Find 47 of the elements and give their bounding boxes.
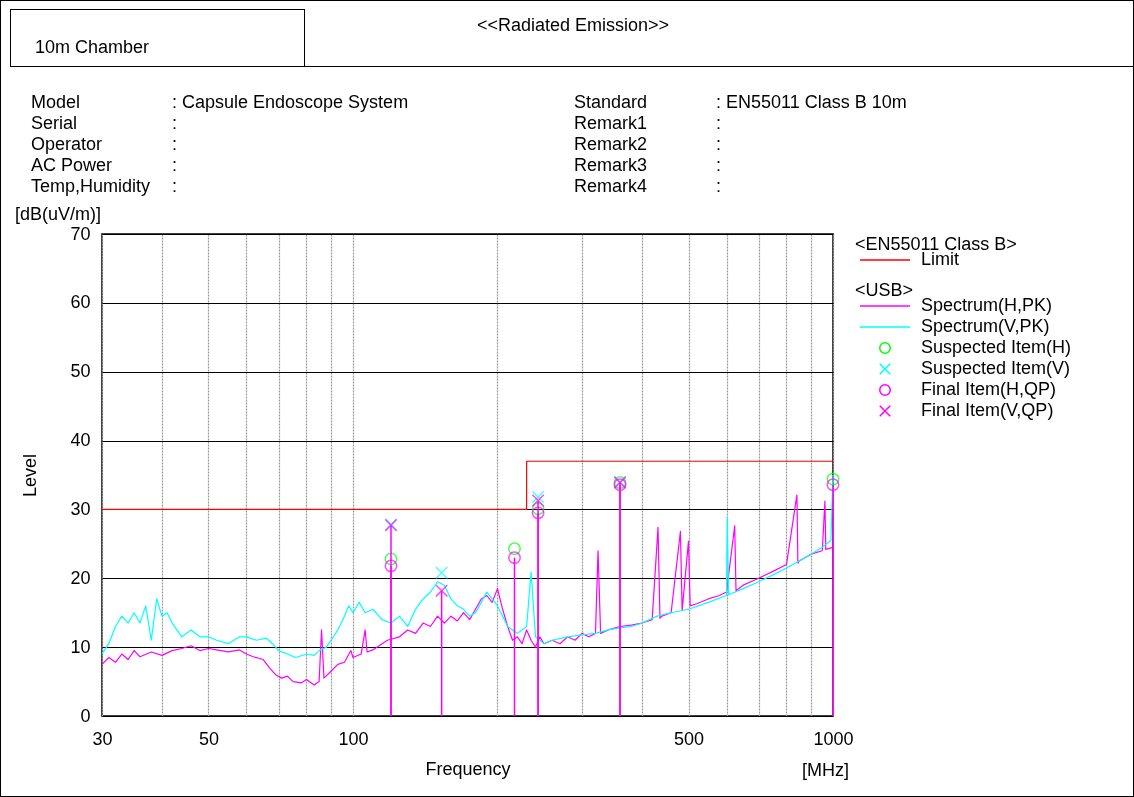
y-tick-label: 0 (80, 705, 91, 726)
text: Operator (31, 134, 103, 154)
y-tick-label: 50 (70, 361, 91, 382)
y-tick-label: 10 (70, 636, 91, 657)
text: : (716, 176, 722, 196)
text: Remark3 (574, 155, 648, 175)
y-axis-title: Level (20, 453, 41, 498)
legend-label: Spectrum(V,PK) (921, 316, 1050, 336)
x-tick-label: 500 (673, 728, 705, 749)
text: Temp,Humidity (31, 176, 151, 196)
text: <USB> (855, 280, 914, 300)
y-tick-label: 20 (70, 567, 91, 588)
text: Remark4 (574, 176, 648, 196)
text: : (172, 113, 178, 133)
legend-label: Final Item(H,QP) (921, 379, 1057, 399)
x-tick-label: 30 (92, 728, 113, 749)
x-tick-label: 100 (338, 728, 369, 749)
legend-label: Spectrum(H,PK) (921, 295, 1053, 315)
text: : (716, 134, 722, 154)
text: Standard (574, 92, 648, 112)
text: : Capsule Endoscope System (172, 92, 409, 112)
text: : (172, 176, 178, 196)
x-tick-label: 50 (198, 728, 220, 749)
x-axis-title: Frequency (425, 758, 511, 779)
y-tick-label: 40 (70, 430, 91, 451)
text: [MHz] (802, 760, 849, 780)
text: : (172, 134, 178, 154)
legend-label: Final Item(V,QP) (921, 400, 1054, 420)
y-tick-label: 60 (70, 292, 91, 313)
text: 10m Chamber (35, 37, 150, 57)
text: : (716, 155, 722, 175)
text: : (716, 113, 722, 133)
text: AC Power (31, 155, 113, 175)
text: : (172, 155, 178, 175)
text: [dB(uV/m)] (15, 204, 102, 224)
legend-label: Suspected Item(V) (921, 358, 1071, 378)
text: Remark2 (574, 134, 648, 154)
y-tick-label: 70 (70, 223, 91, 244)
y-tick-label: 30 (70, 498, 91, 519)
chart-title: <<Radiated Emission>> (476, 15, 670, 35)
text: Serial (31, 113, 78, 133)
legend-label: Limit (921, 249, 960, 269)
text: Model (31, 92, 81, 112)
legend-label: Suspected Item(H) (921, 337, 1072, 357)
text: : EN55011 Class B 10m (716, 92, 907, 112)
x-tick-label: 1000 (813, 728, 854, 749)
text: Remark1 (574, 113, 648, 133)
